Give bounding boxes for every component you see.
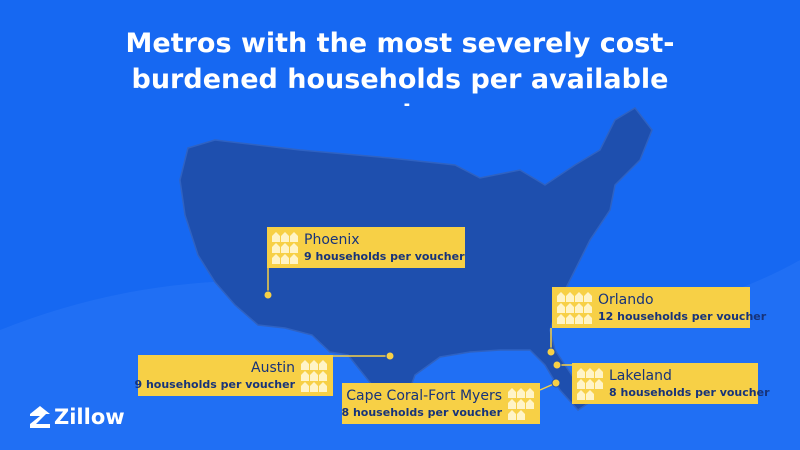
house-icon xyxy=(281,243,289,253)
households-label: 9 households per voucher xyxy=(134,378,295,391)
house-icon xyxy=(584,314,592,324)
house-icon xyxy=(517,388,525,398)
house-icon xyxy=(281,254,289,264)
house-icon xyxy=(566,314,574,324)
house-icon xyxy=(290,254,298,264)
house-icon xyxy=(319,371,327,381)
house-icon xyxy=(310,382,318,392)
house-icon xyxy=(575,292,583,302)
house-icon xyxy=(310,371,318,381)
metro-name: Austin xyxy=(251,360,295,376)
households-label: 8 households per voucher xyxy=(341,406,502,419)
house-icon xyxy=(526,399,534,409)
house-icon xyxy=(290,243,298,253)
house-icon xyxy=(566,303,574,313)
pin xyxy=(551,378,561,388)
house-icon xyxy=(566,292,574,302)
house-icon xyxy=(508,410,516,420)
households-label: 8 households per voucher xyxy=(609,386,770,399)
house-icon xyxy=(586,379,594,389)
callout-box xyxy=(267,227,465,268)
households-label: 12 households per voucher xyxy=(598,310,767,323)
pin xyxy=(552,360,562,370)
house-icon xyxy=(595,379,603,389)
household-icons xyxy=(577,368,603,400)
house-icon xyxy=(586,390,594,400)
house-icon xyxy=(319,382,327,392)
pin xyxy=(546,347,556,357)
house-icon xyxy=(584,303,592,313)
house-icon xyxy=(575,303,583,313)
house-icon xyxy=(319,360,327,370)
house-icon xyxy=(301,382,309,392)
title: Metros with the most severely cost-burde… xyxy=(125,28,675,106)
house-icon xyxy=(310,360,318,370)
metro-name: Cape Coral-Fort Myers xyxy=(346,388,502,404)
title-box: Metros with the most severely cost-burde… xyxy=(125,28,675,106)
logo-icon xyxy=(30,406,50,428)
households-label: 9 households per voucher xyxy=(304,250,465,263)
metro-name: Lakeland xyxy=(609,368,672,384)
house-icon xyxy=(272,232,280,242)
household-icons xyxy=(301,360,327,392)
pin xyxy=(385,351,395,361)
household-icons xyxy=(557,292,592,324)
pin xyxy=(263,290,273,300)
metro-name: Orlando xyxy=(598,292,654,308)
house-icon xyxy=(272,243,280,253)
house-icon xyxy=(281,232,289,242)
house-icon xyxy=(272,254,280,264)
callout-box xyxy=(342,383,540,424)
house-icon xyxy=(557,292,565,302)
logo: Zillow xyxy=(30,405,125,429)
house-icon xyxy=(557,303,565,313)
house-icon xyxy=(575,314,583,324)
house-icon xyxy=(301,360,309,370)
house-icon xyxy=(526,388,534,398)
house-icon xyxy=(508,388,516,398)
metro-name: Phoenix xyxy=(304,232,360,248)
house-icon xyxy=(595,368,603,378)
house-icon xyxy=(517,410,525,420)
house-icon xyxy=(508,399,516,409)
household-icons xyxy=(508,388,534,420)
house-icon xyxy=(577,379,585,389)
house-icon xyxy=(584,292,592,302)
house-icon xyxy=(290,232,298,242)
house-icon xyxy=(577,368,585,378)
household-icons xyxy=(272,232,298,264)
callout-box xyxy=(138,355,333,396)
logo-text: Zillow xyxy=(54,405,125,429)
house-icon xyxy=(517,399,525,409)
house-icon xyxy=(301,371,309,381)
house-icon xyxy=(586,368,594,378)
house-icon xyxy=(557,314,565,324)
house-icon xyxy=(577,390,585,400)
